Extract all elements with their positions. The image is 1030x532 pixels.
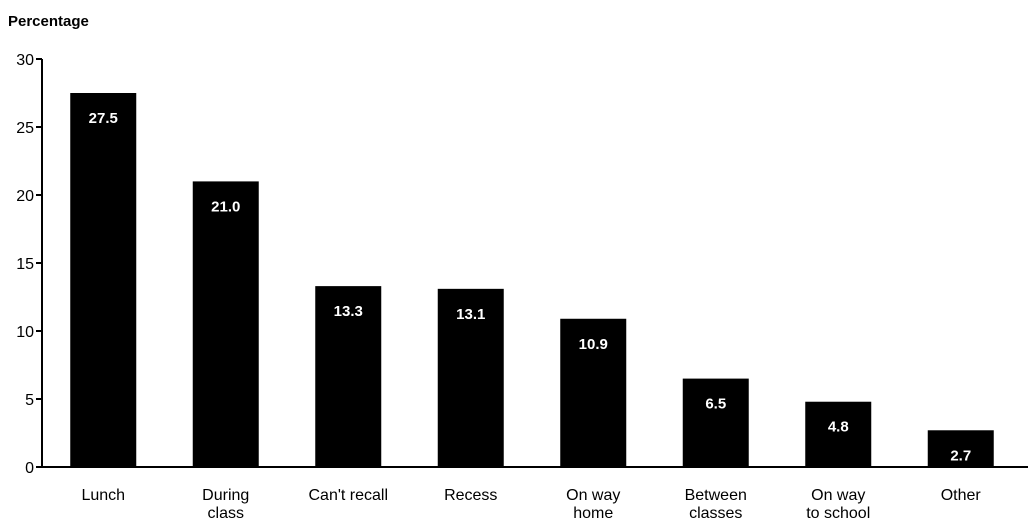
x-tick-label: On way to school [806,487,870,522]
x-tick-label: Recess [444,487,497,504]
y-tick-label: 15 [16,256,34,273]
x-tick-label: During class [202,487,249,522]
y-tick-label: 10 [16,324,34,341]
data-label: 6.5 [705,396,726,413]
data-label: 13.3 [334,303,363,320]
x-tick-label: On way home [566,487,620,522]
x-tick-label: Lunch [81,487,125,504]
data-label: 4.8 [828,419,849,436]
x-tick-label: Other [941,487,982,504]
bar [70,93,137,467]
bar [805,401,872,467]
bar [927,430,994,467]
data-label: 10.9 [579,336,608,353]
data-label: 13.1 [456,306,485,323]
data-label: 27.5 [89,110,118,127]
y-tick-label: 30 [16,52,34,69]
data-label: 21.0 [211,198,240,215]
bar [560,318,627,467]
y-tick-label: 5 [25,392,34,409]
data-label: 2.7 [950,447,971,464]
bar [682,378,749,467]
x-tick-label: Between classes [685,487,747,522]
y-axis-title: Percentage [8,13,89,30]
bar [192,181,259,467]
bar [315,286,382,467]
y-axis: 0 5 10 15 20 25 30 [16,52,43,477]
y-tick-label: 20 [16,188,34,205]
x-tick-label: Can't recall [308,487,388,504]
y-tick-label: 25 [16,120,34,137]
y-tick-label: 0 [25,460,34,477]
x-axis: Lunch During class Can't recall Recess On way… [42,466,1028,522]
bar [437,288,504,467]
bars: 27.5 21.0 13.3 13.1 10.9 6.5 4.8 2.7 [70,93,994,467]
